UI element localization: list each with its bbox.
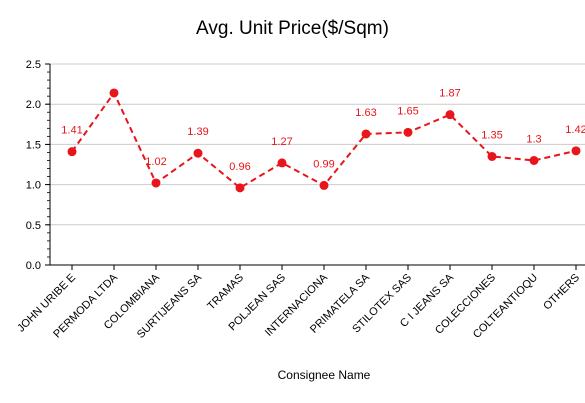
data-point	[151, 178, 161, 188]
y-tick-label: 2.0	[26, 99, 41, 111]
data-label: 1.35	[481, 129, 502, 141]
data-label: 1.42	[565, 124, 585, 136]
y-tick-label: 1.5	[26, 139, 41, 151]
data-point	[529, 155, 539, 165]
data-point	[361, 129, 371, 139]
data-label: 1.39	[187, 126, 208, 138]
x-tick-label: OTHERS	[541, 272, 582, 313]
data-point	[235, 183, 245, 193]
x-tick-label: TRAMAS	[205, 272, 246, 313]
data-point	[487, 151, 497, 161]
data-label: 1.87	[439, 88, 460, 100]
data-point	[109, 88, 119, 98]
data-point	[319, 180, 329, 190]
y-tick-label: 2.5	[26, 59, 41, 71]
data-label: 1.63	[355, 107, 376, 119]
data-label: 0.99	[313, 158, 334, 170]
chart-title: Avg. Unit Price($/Sqm)	[196, 18, 389, 39]
data-point	[277, 158, 287, 168]
data-label: 1.27	[271, 136, 292, 148]
data-label: 1.65	[397, 105, 418, 117]
data-label: 1.02	[145, 156, 166, 168]
data-point	[67, 147, 77, 157]
y-tick-label: 1.0	[26, 180, 41, 192]
y-tick-label: 0.5	[26, 220, 41, 232]
data-point	[445, 110, 455, 120]
data-label: 1.3	[526, 133, 541, 145]
data-point	[571, 146, 581, 156]
data-label: 0.96	[229, 161, 250, 173]
y-tick-label: 0.0	[26, 260, 41, 272]
data-point	[193, 148, 203, 158]
x-axis-label: Consignee Name	[277, 368, 371, 382]
data-point	[403, 127, 413, 137]
data-label: 1.41	[61, 125, 82, 137]
